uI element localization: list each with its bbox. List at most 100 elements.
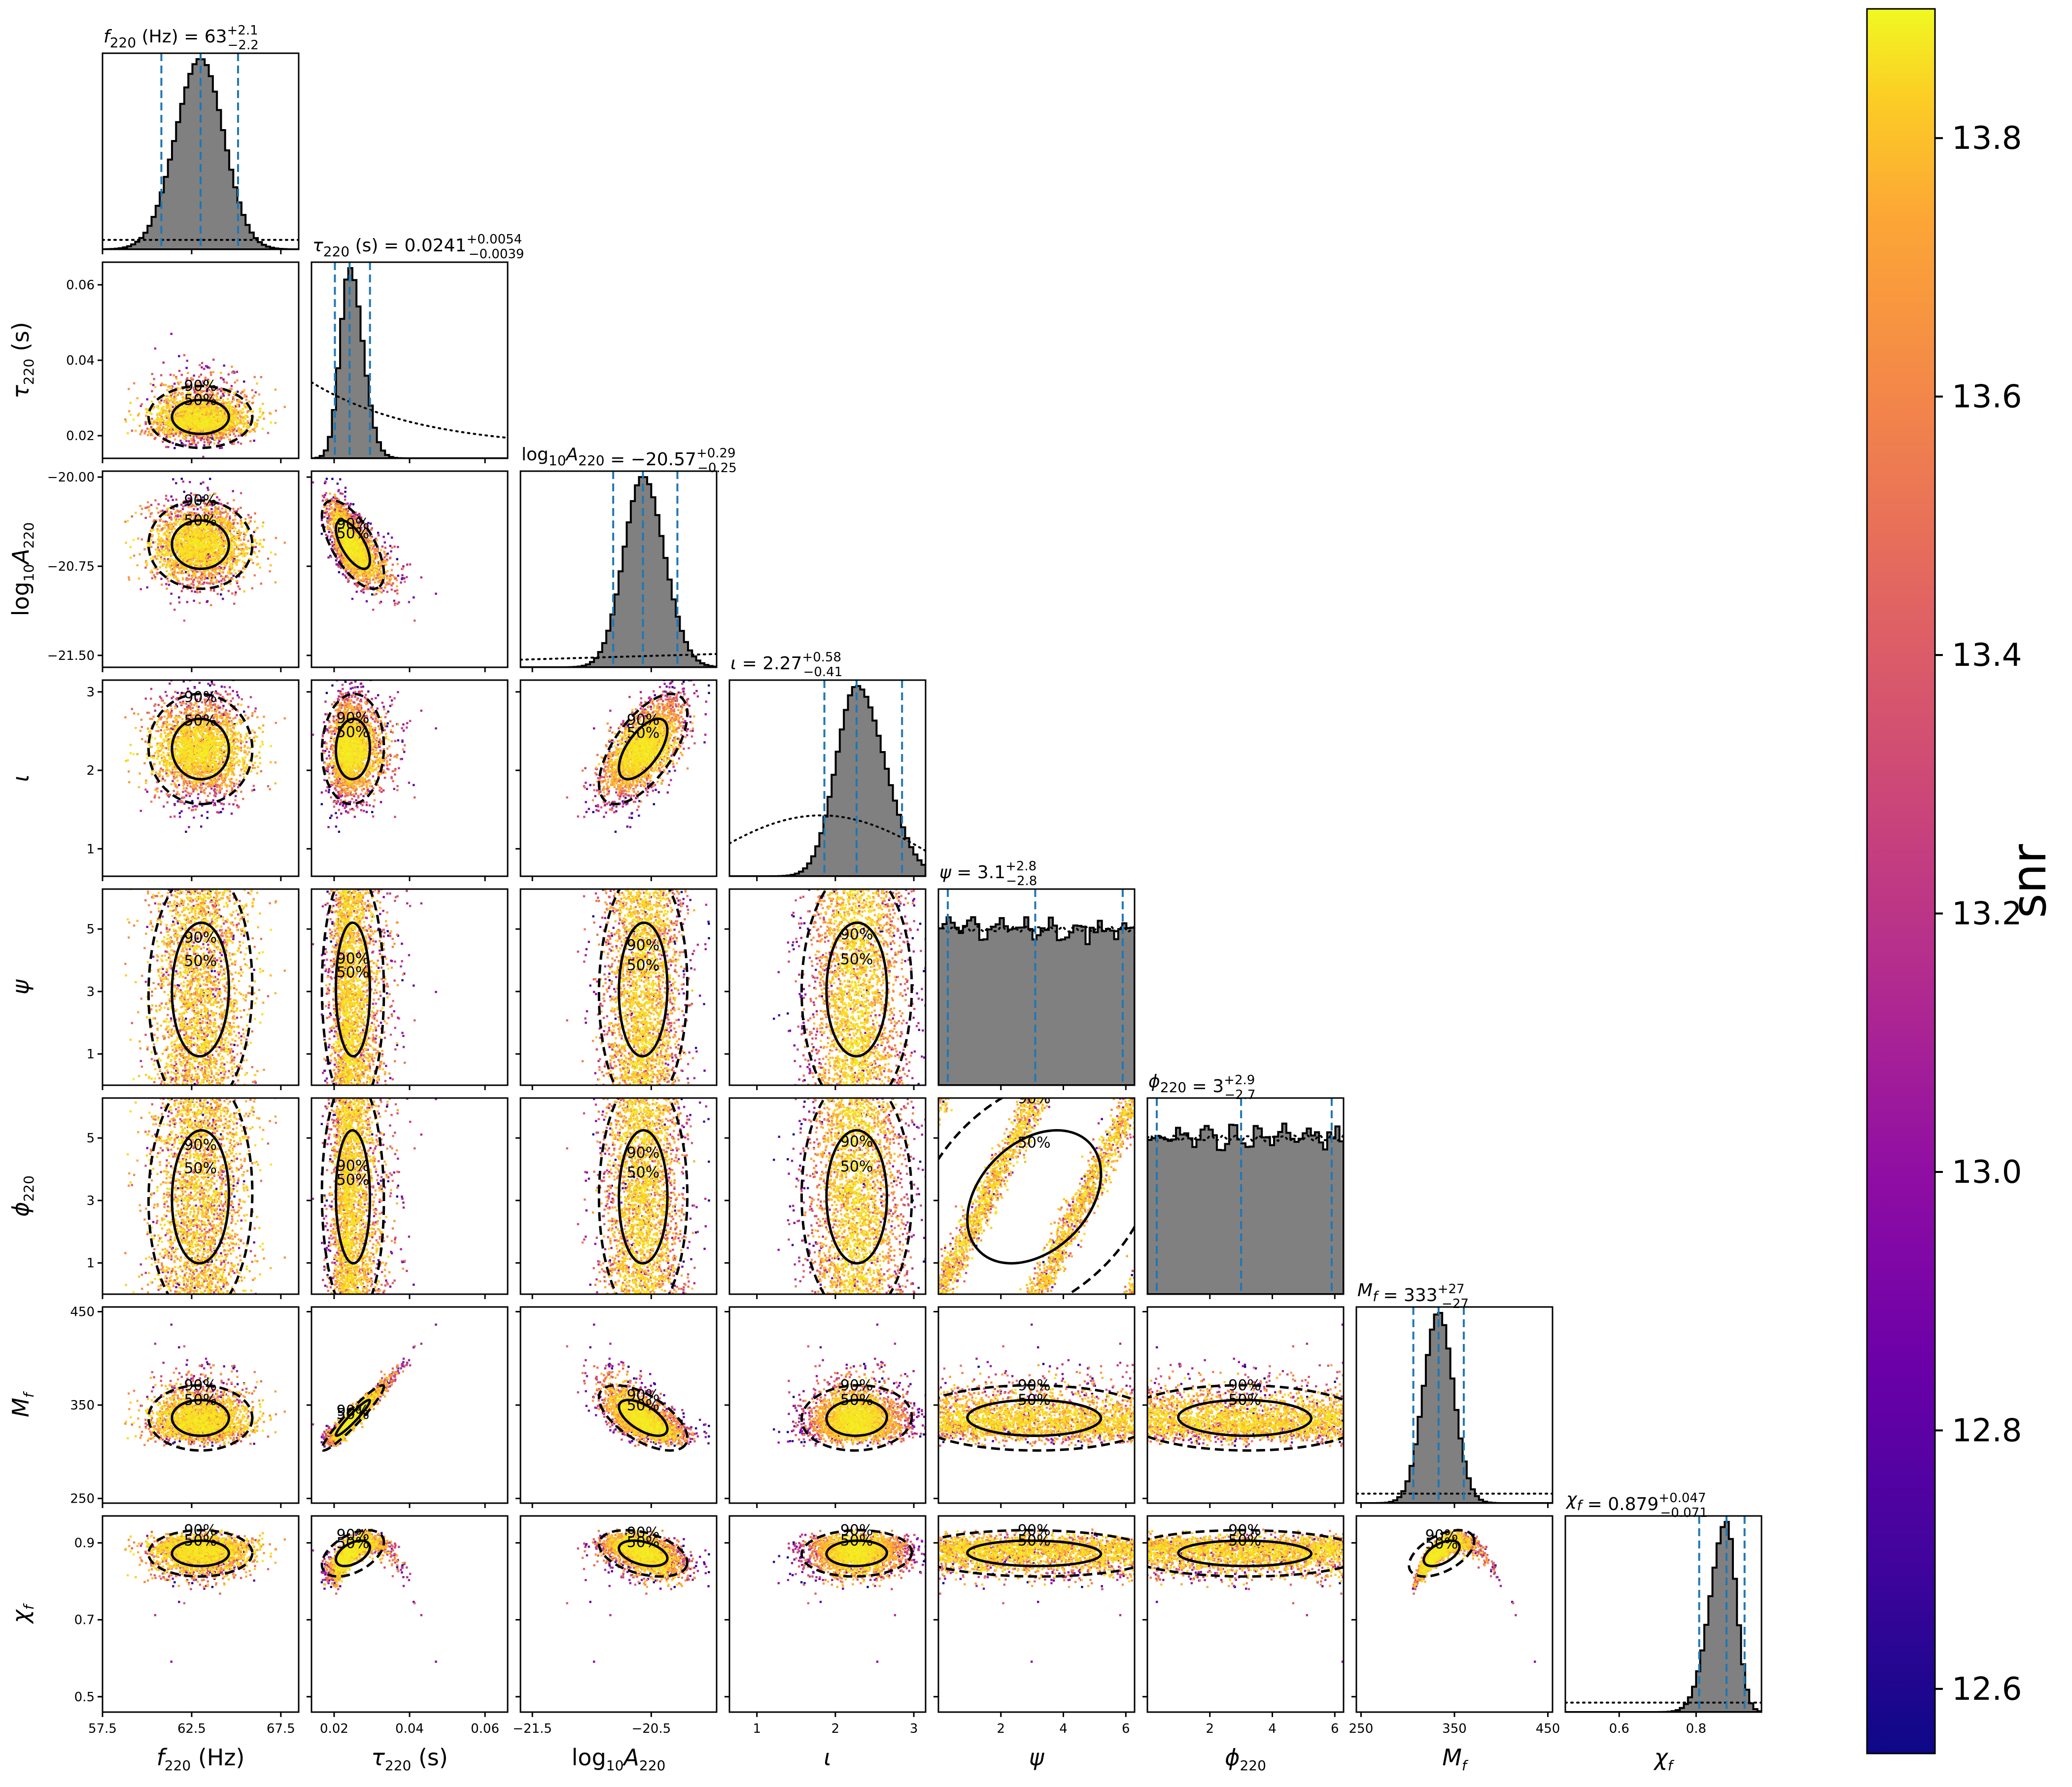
x-tick-label: 2 bbox=[997, 1721, 1005, 1736]
y-tick-label: −20.75 bbox=[47, 559, 95, 574]
contour-label: 90% bbox=[627, 937, 660, 954]
x-axis-label: f220 (Hz) bbox=[157, 1744, 245, 1774]
contour-label: 90% bbox=[1018, 1522, 1051, 1539]
scatter-panel-iota-psi: 50%90% bbox=[725, 867, 942, 1112]
x-axis-label: ψ bbox=[1029, 1744, 1045, 1771]
y-tick-label: 1 bbox=[86, 1256, 95, 1271]
contour-label: 90% bbox=[1018, 1377, 1051, 1394]
hist-panel-tau220: τ220 (s) = 0.0241+0.0054 −0.0039 bbox=[311, 232, 524, 463]
y-axis-label: χf bbox=[7, 1603, 37, 1624]
y-tick-label: 5 bbox=[86, 922, 95, 937]
y-tick-label: −20.00 bbox=[47, 470, 95, 485]
histogram-bars bbox=[1565, 1522, 1761, 1712]
x-tick-label: 2 bbox=[831, 1721, 840, 1736]
contour-label: 90% bbox=[337, 1158, 370, 1175]
y-tick-label: 0.9 bbox=[74, 1536, 95, 1551]
contour-label: 90% bbox=[337, 1526, 370, 1544]
histogram-bars bbox=[311, 268, 508, 458]
x-tick-label: 1 bbox=[753, 1721, 761, 1736]
y-tick-label: 0.02 bbox=[66, 429, 95, 444]
y-tick-label: 3 bbox=[86, 1194, 95, 1208]
scatter-points bbox=[773, 1097, 942, 1295]
y-axis-label: ψ bbox=[7, 979, 34, 995]
colorbar-tick-label: 13.4 bbox=[1952, 637, 2022, 674]
contour-label: 90% bbox=[840, 1377, 873, 1394]
scatter-panel-logA-phi: 50%90% bbox=[516, 1075, 717, 1318]
histogram-bars bbox=[729, 686, 926, 876]
contour-label: 50% bbox=[1018, 1134, 1051, 1152]
y-axis-label: τ220 (s) bbox=[7, 322, 37, 399]
contour-label: 90% bbox=[627, 711, 660, 728]
x-tick-label: 0.04 bbox=[395, 1721, 424, 1736]
scatter-panel-logA-Mf: 50%90% bbox=[516, 1307, 717, 1508]
y-tick-label: 3 bbox=[86, 985, 95, 999]
scatter-points bbox=[312, 1097, 437, 1295]
hist-panel-logA: log10A220 = −20.57+0.29 −0.25 bbox=[520, 445, 737, 672]
scatter-panel-logA-iota: 50%90% bbox=[516, 663, 717, 881]
y-tick-label: 0.06 bbox=[66, 278, 95, 293]
contour-label: 90% bbox=[840, 926, 873, 943]
y-axis-label: ϕ220 bbox=[7, 1175, 37, 1217]
contour-label: 90% bbox=[184, 378, 217, 395]
x-tick-label: 6 bbox=[1331, 1721, 1339, 1736]
x-axis-label: Mf bbox=[1442, 1744, 1469, 1774]
colorbar-label: snr bbox=[2002, 844, 2057, 918]
contour-label: 50% bbox=[184, 512, 217, 529]
contour-label: 90% bbox=[627, 1144, 660, 1162]
contour-label: 90% bbox=[184, 929, 217, 947]
colorbar-tick-label: 12.8 bbox=[1952, 1412, 2022, 1449]
x-axis-label: χf bbox=[1653, 1744, 1674, 1774]
x-tick-label: 450 bbox=[1536, 1721, 1560, 1736]
contour-label: 90% bbox=[184, 492, 217, 509]
y-tick-label: 1 bbox=[86, 842, 95, 857]
contour-label: 50% bbox=[184, 712, 217, 729]
x-tick-label: −20.5 bbox=[631, 1721, 671, 1736]
scatter-points bbox=[124, 1097, 286, 1295]
histogram-bars bbox=[520, 477, 717, 667]
x-tick-label: −21.5 bbox=[513, 1721, 552, 1736]
hist-panel-Mf: Mf = 333+27 −27 bbox=[1356, 1280, 1553, 1508]
x-axis-label: ι bbox=[824, 1744, 831, 1771]
x-tick-label: 4 bbox=[1268, 1721, 1277, 1736]
contour-label: 50% bbox=[1228, 1392, 1261, 1409]
histogram-bars bbox=[938, 917, 1135, 1085]
corner-panels: f220 (Hz) = 63+2.1 −2.250%90%0.020.040.06… bbox=[7, 23, 1761, 1774]
y-tick-label: 0.5 bbox=[74, 1690, 95, 1705]
y-axis-label: log10A220 bbox=[7, 522, 37, 617]
scatter-panel-logA-psi: 50%90% bbox=[516, 867, 717, 1112]
y-axis-label: Mf bbox=[7, 1391, 37, 1417]
contour-label: 90% bbox=[1228, 1377, 1261, 1394]
y-tick-label: 450 bbox=[70, 1305, 95, 1319]
scatter-points bbox=[312, 478, 437, 621]
x-axis-label: log10A220 bbox=[572, 1744, 666, 1774]
y-tick-label: 0.7 bbox=[74, 1613, 95, 1628]
colorbar-tick-label: 12.6 bbox=[1952, 1671, 2022, 1708]
scatter-panel-tau220-psi: 50%90% bbox=[307, 868, 508, 1111]
colorbar-tick-label: 13.8 bbox=[1952, 120, 2022, 157]
y-tick-label: 2 bbox=[86, 763, 95, 778]
contour-label: 90% bbox=[337, 515, 370, 533]
x-tick-label: 4 bbox=[1059, 1721, 1068, 1736]
contour-label: 90% bbox=[627, 1387, 660, 1404]
scatter-points bbox=[124, 888, 286, 1086]
y-tick-label: 350 bbox=[70, 1398, 95, 1413]
contour-label: 50% bbox=[1018, 1392, 1051, 1409]
contour-label: 90% bbox=[840, 1522, 873, 1539]
contour-label: 90% bbox=[184, 1522, 217, 1539]
hist-panel-f220: f220 (Hz) = 63+2.1 −2.2 bbox=[103, 23, 299, 254]
colorbar-tick-label: 13.0 bbox=[1952, 1154, 2022, 1191]
scatter-panel-iota-phi: 50%90% bbox=[725, 1075, 942, 1318]
scatter-points bbox=[312, 888, 437, 1086]
scatter-panel-iota-chif: 50%90%1 2 3ι bbox=[725, 1516, 942, 1771]
scatter-points bbox=[312, 1529, 437, 1663]
